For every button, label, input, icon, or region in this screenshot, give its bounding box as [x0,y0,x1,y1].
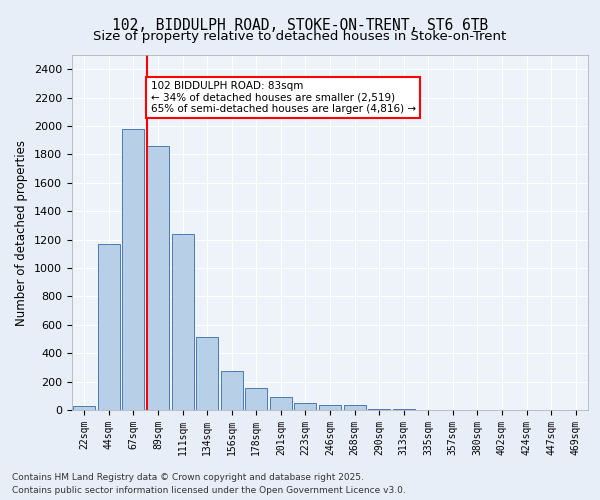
Bar [98,244,120,410]
Bar [172,234,194,410]
Bar [147,146,169,410]
Text: Size of property relative to detached houses in Stoke-on-Trent: Size of property relative to detached ho… [94,30,506,43]
Text: Contains public sector information licensed under the Open Government Licence v3: Contains public sector information licen… [12,486,406,495]
Text: 102 BIDDULPH ROAD: 83sqm
← 34% of detached houses are smaller (2,519)
65% of sem: 102 BIDDULPH ROAD: 83sqm ← 34% of detach… [151,81,416,114]
Bar [73,406,95,410]
Bar [319,405,341,410]
Bar [270,396,292,410]
Bar [122,129,145,410]
Bar [196,337,218,410]
Bar [295,403,316,410]
Bar [221,371,243,410]
Bar [368,408,390,410]
Bar [245,388,268,410]
Bar [344,405,365,410]
Text: Contains HM Land Registry data © Crown copyright and database right 2025.: Contains HM Land Registry data © Crown c… [12,474,364,482]
Y-axis label: Number of detached properties: Number of detached properties [16,140,28,326]
Text: 102, BIDDULPH ROAD, STOKE-ON-TRENT, ST6 6TB: 102, BIDDULPH ROAD, STOKE-ON-TRENT, ST6 … [112,18,488,32]
